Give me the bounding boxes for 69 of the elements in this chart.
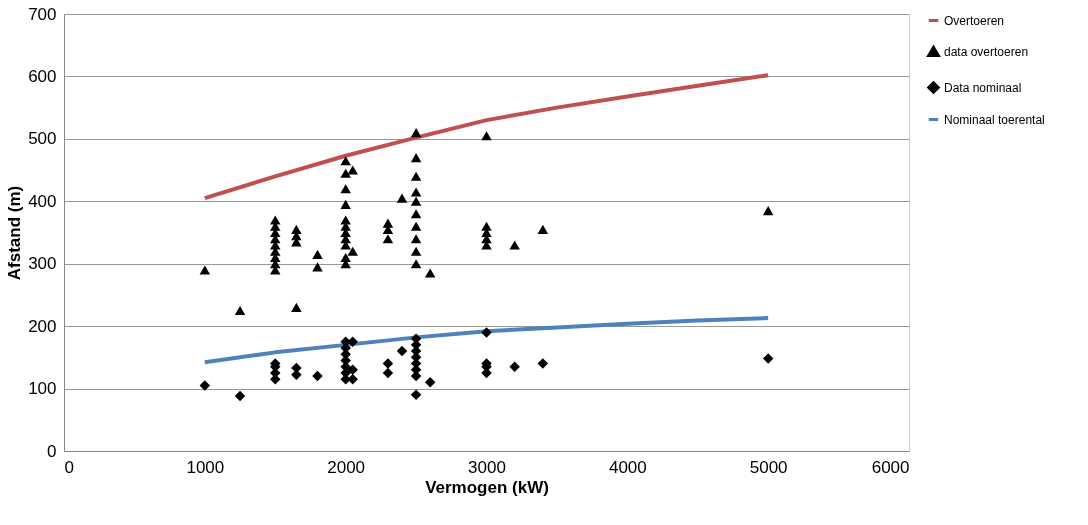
point <box>291 302 302 312</box>
point <box>396 345 408 357</box>
point <box>410 259 422 269</box>
point <box>410 187 422 197</box>
point <box>410 196 422 206</box>
legend-label: Overtoeren <box>944 13 1005 28</box>
point <box>481 327 492 338</box>
point <box>347 364 358 376</box>
point <box>340 184 351 194</box>
point <box>410 389 422 401</box>
y-axis-title: Afstand (m) <box>5 185 25 281</box>
y-tick-label: 400 <box>28 191 57 211</box>
legend-label: Nominaal toerental <box>944 112 1045 127</box>
point <box>312 249 323 259</box>
point <box>340 156 351 166</box>
point <box>234 390 246 402</box>
x-tick-label: 2000 <box>327 457 366 477</box>
point <box>410 171 422 181</box>
x-axis-title: Vermogen (kW) <box>425 477 549 497</box>
point <box>410 153 422 163</box>
point <box>340 199 351 209</box>
point <box>410 246 422 256</box>
point <box>199 380 211 391</box>
x-tick-label: 0 <box>64 457 74 477</box>
line-series <box>202 73 771 201</box>
y-tick-label: 300 <box>28 254 57 274</box>
y-tick-label: 700 <box>28 4 57 24</box>
y-tick-label: 0 <box>47 441 57 461</box>
point <box>340 168 351 178</box>
point <box>291 224 302 234</box>
point <box>424 268 436 278</box>
point <box>762 353 774 364</box>
legend-label: Data nominaal <box>944 80 1022 95</box>
y-tick-label: 200 <box>28 316 57 336</box>
point <box>312 370 323 382</box>
point <box>509 361 520 372</box>
point <box>481 131 492 141</box>
point <box>382 367 394 379</box>
x-tick-label: 5000 <box>749 457 788 477</box>
point <box>382 358 394 369</box>
legend-label: data overtoeren <box>944 44 1029 59</box>
point <box>396 193 408 203</box>
y-tick-label: 100 <box>28 379 57 399</box>
x-tick-label: 4000 <box>608 457 647 477</box>
x-tick-label: 6000 <box>871 457 910 477</box>
point <box>762 206 774 216</box>
point <box>347 246 358 256</box>
point <box>270 215 281 225</box>
y-tick-label: 600 <box>28 66 57 86</box>
point <box>509 240 520 250</box>
point <box>340 215 351 225</box>
point <box>537 358 549 369</box>
point <box>234 305 246 316</box>
y-tick-label: 500 <box>28 129 57 149</box>
point <box>410 221 422 231</box>
point <box>410 128 422 138</box>
line-series <box>202 316 771 365</box>
point <box>424 377 436 388</box>
point <box>481 221 492 231</box>
point <box>410 209 422 219</box>
point <box>340 252 351 263</box>
point <box>537 224 549 234</box>
point <box>382 234 394 244</box>
x-tick-label: 3000 <box>468 457 506 477</box>
x-tick-label: 1000 <box>186 457 225 477</box>
point <box>410 234 422 244</box>
point <box>382 218 394 228</box>
point <box>312 262 323 272</box>
point <box>347 165 358 175</box>
